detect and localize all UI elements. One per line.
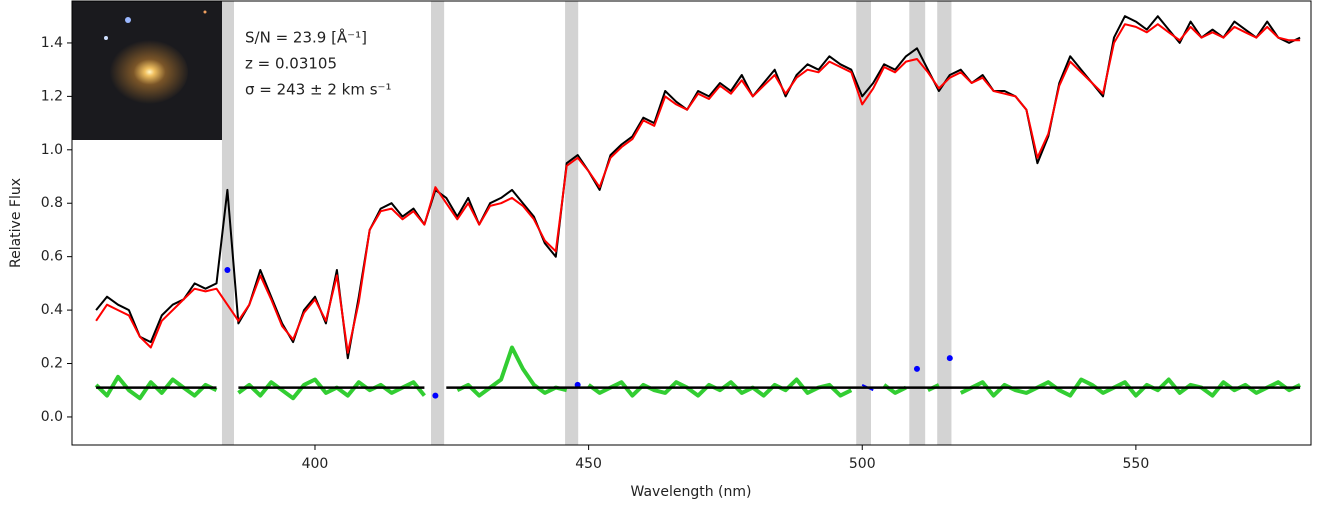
masked-region (937, 1, 952, 445)
y-tick-label: 0.2 (41, 356, 63, 372)
galaxy-thumbnail (72, 1, 222, 140)
masked-region (565, 1, 579, 445)
y-tick-label: 0.6 (41, 249, 63, 265)
annotation: S/N = 23.9 [Å⁻¹] (245, 28, 367, 47)
data-point (946, 355, 953, 362)
y-tick-label: 0.0 (41, 409, 63, 425)
x-tick-label: 400 (302, 456, 329, 472)
y-tick-label: 1.2 (41, 88, 63, 104)
series-line (94, 345, 1301, 401)
y-axis-label: Relative Flux (8, 178, 24, 268)
masked-region (909, 1, 926, 445)
data-point (432, 392, 439, 399)
x-axis-label: Wavelength (nm) (631, 484, 752, 500)
data-point (913, 365, 920, 372)
plot-frame (71, 0, 1312, 446)
annotation: z = 0.03105 (245, 55, 337, 73)
y-tick-label: 0.4 (41, 302, 63, 318)
y-tick-label: 1.0 (41, 142, 63, 158)
y-tick-label: 0.8 (41, 195, 63, 211)
x-tick-label: 500 (849, 456, 876, 472)
x-tick-label: 450 (575, 456, 602, 472)
plot-area (94, 1, 1301, 445)
series-line (95, 23, 1301, 354)
masked-region (431, 1, 445, 445)
x-tick-label: 550 (1123, 456, 1150, 472)
annotation: σ = 243 ± 2 km s⁻¹ (245, 81, 391, 99)
masked-region (856, 1, 872, 445)
y-tick-label: 1.4 (41, 35, 63, 51)
data-point (224, 267, 231, 274)
masked-region (221, 1, 234, 445)
